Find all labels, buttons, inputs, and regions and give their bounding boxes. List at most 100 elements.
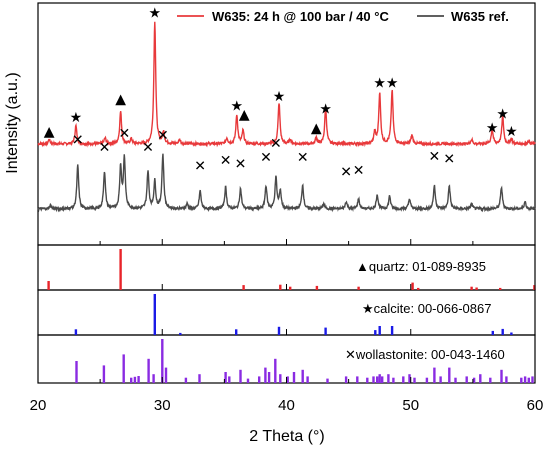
quartz-marker: ▲	[115, 91, 126, 107]
calcite-marker: ★	[486, 120, 499, 136]
ref-line	[147, 358, 150, 383]
ref-line	[344, 376, 348, 383]
ref-line	[523, 376, 527, 383]
ref-line	[301, 369, 304, 383]
quartz-marker: ▲	[311, 120, 322, 136]
ref-line	[454, 377, 457, 383]
ref-line	[501, 328, 504, 335]
series-line-w635-24h	[37, 21, 536, 148]
wollastonite-marker: ✕	[260, 150, 272, 166]
ref-line	[130, 377, 133, 383]
ref-line	[326, 378, 329, 383]
ref-label-wollastonite: ✕wollastonite: 00-043-1460	[345, 347, 505, 362]
calcite-marker: ★	[496, 107, 509, 123]
ref-line	[378, 326, 381, 335]
wollastonite-marker: ✕	[297, 150, 309, 166]
series-line-w635-ref	[37, 153, 536, 213]
x-tick-label: 20	[30, 397, 47, 414]
ref-line	[164, 367, 168, 383]
ref-line	[505, 376, 508, 383]
ref-line	[376, 376, 379, 383]
wollastonite-marker: ✕	[99, 140, 111, 156]
ref-line	[286, 376, 289, 383]
ref-line	[499, 287, 502, 290]
main-plot-area: ▲★▲★★▲★▲★★ ★★★★✕ ✕✕✕✕✕ ✕ ✕ ✕✕✕✕ ✕✕ ✕	[37, 5, 536, 213]
ref-line	[153, 294, 156, 335]
calcite-marker: ★	[273, 89, 286, 105]
ref-line	[133, 376, 137, 383]
ref-line	[531, 376, 534, 383]
calcite-marker: ★	[373, 76, 386, 92]
wollastonite-marker: ✕	[142, 140, 154, 156]
ref-line	[279, 284, 282, 290]
x-tick-label: 40	[278, 397, 295, 414]
ref-line	[198, 374, 201, 383]
ref-line	[279, 374, 282, 383]
wollastonite-marker: ✕	[72, 133, 84, 149]
wollastonite-marker: ✕	[157, 128, 169, 144]
ref-line	[47, 281, 50, 290]
wollastonite-marker: ✕	[340, 164, 352, 180]
ref-line	[439, 376, 442, 383]
ref-line	[122, 354, 125, 383]
ref-line	[74, 329, 78, 335]
ref-line	[470, 286, 473, 290]
ref-line	[387, 374, 390, 383]
phase-markers: ▲★▲★★▲★▲★★ ★★★★✕ ✕✕✕✕✕ ✕ ✕ ✕✕✕✕ ✕✕ ✕	[44, 5, 518, 180]
ref-line	[392, 377, 395, 383]
ref-line	[274, 358, 277, 383]
ref-line	[277, 326, 281, 335]
ref-line	[533, 285, 536, 290]
ref-line	[402, 376, 405, 383]
ref-line	[448, 367, 451, 383]
ref-line	[425, 377, 429, 383]
ref-line	[378, 374, 381, 383]
x-axis: 20 30 40 50 60	[30, 239, 544, 414]
ref-label-quartz: ▲quartz: 01-089-8935	[356, 259, 486, 274]
legend: W635: 24 h @ 100 bar / 40 °C W635 ref.	[177, 9, 509, 24]
ref-line	[292, 372, 296, 383]
ref-line	[315, 285, 319, 290]
ref-line	[179, 332, 182, 335]
ref-line	[413, 377, 416, 383]
ref-line	[408, 374, 411, 383]
calcite-marker: ★	[319, 102, 332, 118]
ref-line	[510, 332, 513, 335]
calcite-marker: ★	[231, 99, 244, 115]
ref-line	[289, 286, 292, 290]
y-axis-label: Intensity (a.u.)	[4, 72, 21, 173]
ref-line	[390, 326, 394, 335]
x-axis-label: 2 Theta (°)	[249, 428, 324, 445]
ref-line	[491, 330, 494, 335]
wollastonite-marker: ✕	[429, 149, 441, 165]
ref-line	[433, 367, 436, 383]
ref-line	[500, 369, 503, 383]
ref-line	[411, 282, 414, 290]
ref-line	[246, 378, 250, 383]
ref-line	[184, 377, 188, 383]
ref-line	[357, 286, 360, 290]
ref-line	[228, 376, 231, 383]
ref-line	[306, 376, 309, 383]
wollastonite-marker: ✕	[443, 151, 455, 167]
calcite-marker: ★	[386, 76, 399, 92]
ref-line	[264, 367, 267, 383]
x-tick-label: 60	[527, 397, 544, 414]
x-tick-label: 30	[154, 397, 171, 414]
ref-line	[224, 372, 227, 383]
ref-line	[527, 377, 530, 383]
ref-line	[472, 377, 476, 383]
ref-label-calcite: ★calcite: 00-066-0867	[362, 301, 491, 316]
ref-line	[475, 287, 478, 290]
ref-line	[242, 285, 245, 290]
ref-line	[258, 376, 261, 383]
ref-line	[267, 372, 271, 383]
ref-line	[75, 361, 78, 383]
wollastonite-marker: ✕	[235, 156, 247, 172]
ref-line	[137, 376, 140, 383]
quartz-marker: ▲	[239, 107, 250, 123]
calcite-marker: ★	[505, 124, 518, 140]
ref-line	[366, 377, 369, 383]
calcite-marker: ★	[149, 5, 162, 21]
ref-line	[372, 376, 375, 383]
